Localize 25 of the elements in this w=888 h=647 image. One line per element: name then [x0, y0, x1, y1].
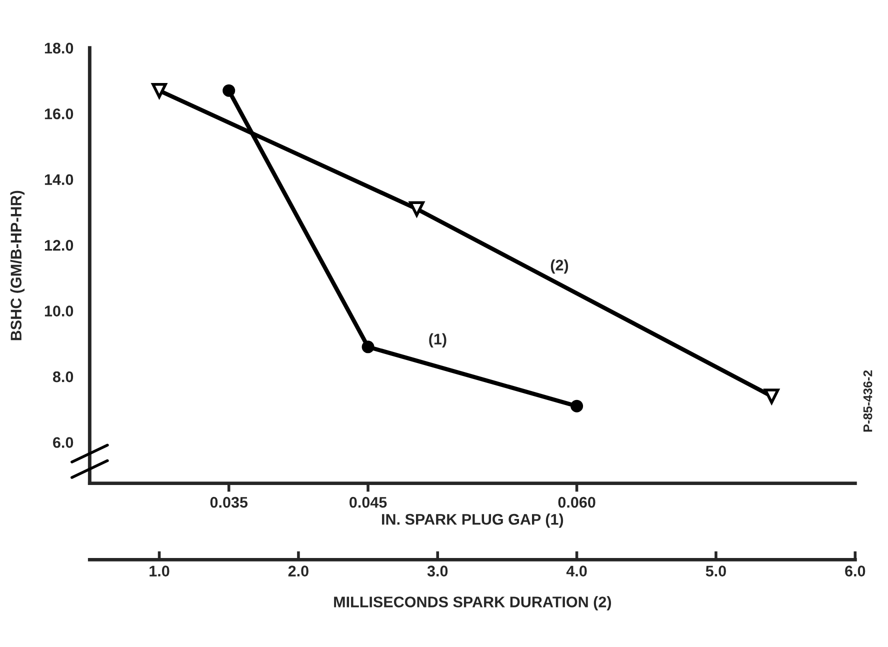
- text: P-85-436-2: [863, 370, 872, 432]
- series-label: (1): [429, 333, 446, 348]
- y-tick-label: 10.0: [44, 306, 74, 316]
- series-label: (2): [550, 259, 568, 274]
- point: [222, 84, 236, 97]
- x-tick-label: 0.060: [558, 496, 596, 508]
- x2-tick-label: 4.0: [566, 566, 587, 576]
- x2-tick-label: 6.0: [845, 566, 866, 576]
- x-tick-label: 0.045: [350, 496, 387, 508]
- x2-tick-label: 1.0: [150, 566, 170, 576]
- x2-tick-label: 3.0: [427, 566, 448, 576]
- x2-axis-title: MILLISECONDS SPARK DURATION (2): [334, 596, 612, 610]
- y-tick-label: 18.0: [44, 42, 74, 54]
- point: [362, 340, 374, 354]
- x-axis-title: IN. SPARK PLUG GAP (1): [382, 514, 564, 528]
- y-tick-label: 16.0: [44, 108, 74, 120]
- y-axis-title: BSHC (GM/B-HP-HR): [10, 190, 25, 340]
- x2-tick-label: 5.0: [706, 566, 726, 576]
- point: [570, 400, 584, 412]
- y-tick-label: 8.0: [52, 371, 74, 382]
- x2-tick-label: 2.0: [288, 566, 308, 576]
- y-tick-label: 6.0: [53, 437, 74, 448]
- x-tick-label: 0.035: [210, 496, 248, 508]
- y-tick-label: 14.0: [44, 174, 74, 186]
- y-tick-label: 12.0: [44, 240, 74, 251]
